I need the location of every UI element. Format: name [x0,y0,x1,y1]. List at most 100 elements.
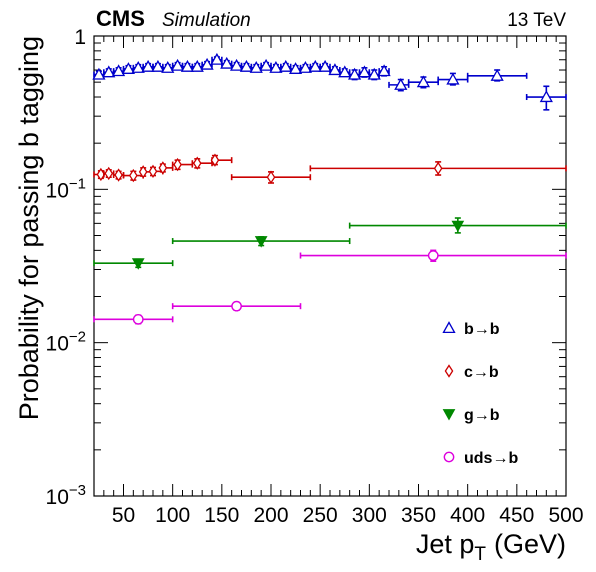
y-tick-label-base: 10 [46,333,69,356]
data-point [170,58,185,71]
data-point [138,165,148,179]
x-axis-title-unit: (GeV) [494,529,566,559]
legend-label: uds→b [464,450,518,467]
y-tick-label-base: 10 [46,486,69,509]
data-point [239,59,254,72]
data-point [180,59,195,72]
data-point [104,166,114,181]
data-point [131,258,145,270]
data-point [151,59,165,72]
x-tick-label: 100 [155,504,190,527]
data-point [298,60,313,73]
x-axis-title-main: Jet p [416,529,475,559]
axis-ticks [94,36,567,497]
x-tick-label: 300 [352,504,387,527]
y-tick-label-exp: −2 [69,329,86,346]
x-tick-labels: 50 100 150 200 250 300 350 400 450 500 [112,504,584,527]
series-2 [93,217,567,270]
x-tick-label: 150 [204,504,239,527]
data-point [427,250,439,261]
experiment-label: CMS [96,6,145,31]
x-tick-label: 250 [303,504,338,527]
x-tick-label: 500 [548,504,583,527]
data-point [192,156,202,170]
data-point [141,59,155,72]
y-tick-label-exp: −1 [69,175,86,192]
data-point [249,60,263,73]
y-tick-label-exp: −3 [69,482,86,499]
y-tick-label: 10−1 [46,175,86,202]
data-point [259,58,273,71]
x-tick-label: 400 [450,504,485,527]
legend-label: b→b [464,321,500,338]
legend-marker [442,321,456,334]
series-3 [93,249,567,325]
data-point [490,68,504,81]
data-point [279,59,293,72]
x-axis-title: Jet pT (GeV) [416,529,566,565]
data-point [539,90,553,103]
x-tick-label: 50 [112,504,135,527]
x-tick-label: 450 [499,504,534,527]
data-point [173,157,182,172]
y-axis-title: Probability for passing b tagging [14,36,44,420]
x-axis-title-sub: T [474,544,486,565]
y-tick-label: 10−3 [46,482,86,509]
data-point [231,300,242,312]
data-point [102,65,116,78]
plot-frame [93,35,567,497]
data-point [394,78,408,90]
data-point [210,153,220,167]
y-tick-label-base: 10 [46,179,69,202]
data-point [367,67,381,80]
x-tick-label: 350 [401,504,436,527]
status-label: Simulation [162,10,251,31]
y-tick-labels: 110−110−210−3 [46,26,86,509]
data-point [161,60,175,73]
y-tick-label-base: 1 [74,26,86,49]
data-point [269,60,283,73]
x-tick-label: 200 [253,504,288,527]
data-point [229,58,244,71]
data-point [92,67,106,80]
data-point [451,220,465,233]
data-point [132,313,144,325]
data-point [254,236,268,248]
data-point [210,52,224,65]
y-tick-label: 10−2 [46,329,86,356]
data-point [158,161,168,175]
data-point [128,168,138,183]
data-point [357,65,372,78]
data-point [433,161,443,176]
data-point [266,170,276,184]
series-1 [93,153,567,184]
data-point [377,64,391,77]
series-layer [92,52,567,325]
data-point [416,75,431,88]
data-point [220,56,234,69]
legend-label: c→b [464,364,499,381]
legend-marker [444,364,454,378]
legend-label: g→b [464,407,500,424]
data-point [121,62,136,74]
data-point [114,168,123,182]
data-point [190,59,204,72]
data-point [308,59,322,72]
data-point [338,65,352,78]
data-point [288,62,303,74]
legend-marker [442,409,456,421]
data-point [328,63,342,76]
legend: b→b c→b g→b uds→b [442,321,518,467]
energy-label: 13 TeV [507,10,566,31]
data-point [148,164,158,179]
data-point [347,67,362,80]
y-tick-label: 1 [74,26,86,49]
data-point [111,64,126,77]
legend-marker [443,451,455,463]
data-point [446,72,460,85]
data-point [200,57,214,70]
data-point [131,60,145,73]
data-point [318,59,332,72]
series-0 [92,52,567,111]
